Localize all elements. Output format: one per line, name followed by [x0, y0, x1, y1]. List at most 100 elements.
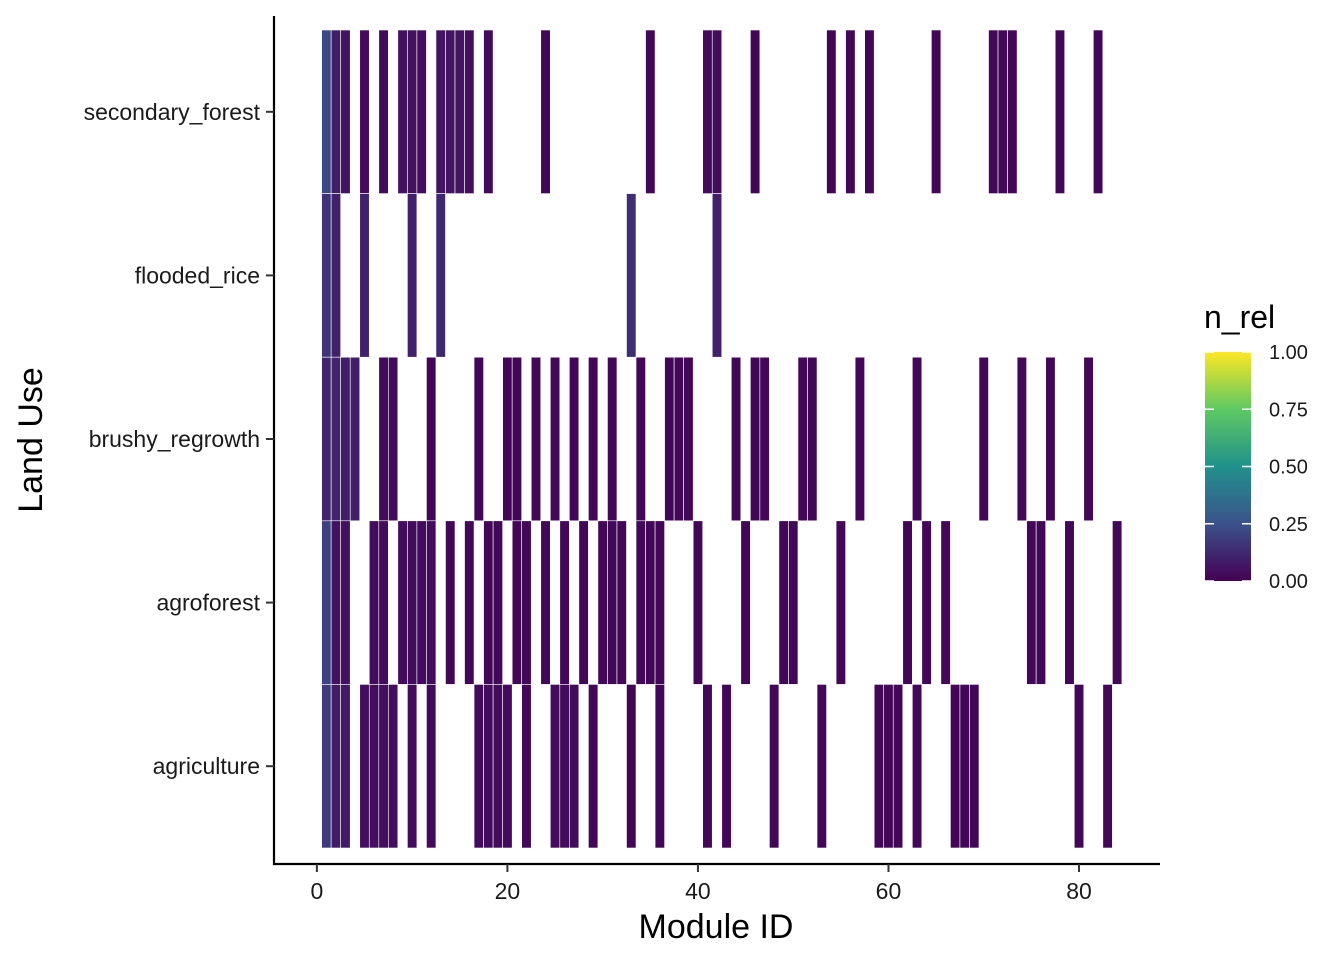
x-axis-title: Module ID: [639, 908, 794, 946]
heatmap-tile: [588, 356, 599, 522]
y-tick-label: brushy_regrowth: [89, 426, 260, 452]
heatmap-tile: [407, 684, 418, 849]
heatmap-tile: [330, 193, 341, 358]
heatmap-tile: [407, 29, 418, 194]
tiles-layer: [321, 29, 1123, 849]
heatmap-tile: [321, 193, 332, 358]
heatmap-tile: [597, 520, 608, 685]
heatmap-tile: [702, 684, 713, 849]
heatmap-tile: [540, 29, 551, 194]
heatmap-tile: [340, 356, 351, 522]
heatmap-tile: [569, 356, 580, 522]
heatmap-tile: [445, 29, 456, 194]
heatmap-tile: [826, 29, 837, 194]
x-tick-label: 0: [310, 878, 323, 904]
heatmap-tile: [435, 193, 446, 358]
heatmap-tile: [426, 684, 437, 849]
heatmap-tile: [454, 29, 465, 194]
heatmap-tile: [483, 520, 494, 685]
heatmap-tile: [1026, 520, 1037, 685]
heatmap-tile: [540, 520, 551, 685]
x-tick-label: 60: [876, 878, 902, 904]
heatmap-tile: [559, 520, 570, 685]
legend-break-label: 0.00: [1269, 571, 1308, 593]
heatmap-tile: [464, 520, 475, 685]
heatmap-tile: [359, 193, 370, 358]
x-ticks: 0 20 40 60 80: [310, 864, 1092, 904]
heatmap-tile: [750, 356, 761, 522]
heatmap-tile: [492, 520, 503, 685]
heatmap-tile: [321, 356, 332, 522]
heatmap-tile: [426, 520, 437, 685]
heatmap-tile: [340, 520, 351, 685]
heatmap-tile: [1035, 520, 1046, 685]
heatmap-tile: [940, 520, 951, 685]
heatmap-tile: [607, 520, 618, 685]
heatmap-tile: [530, 356, 542, 522]
legend-break-label: 0.50: [1269, 457, 1308, 479]
heatmap-tile: [692, 520, 704, 685]
heatmap-tile: [750, 29, 761, 194]
x-tick-label: 20: [495, 878, 521, 904]
heatmap-tile: [426, 356, 437, 522]
heatmap-tile: [330, 29, 341, 194]
heatmap-tile: [873, 684, 885, 849]
heatmap-tile: [378, 520, 389, 685]
heatmap-tile: [702, 29, 713, 194]
heatmap-tile: [654, 684, 665, 849]
legend-break-label: 1.00: [1269, 342, 1308, 364]
heatmap-tile: [483, 684, 494, 849]
heatmap-tile: [626, 193, 637, 358]
heatmap-tile: [492, 684, 503, 849]
heatmap-tile: [359, 684, 370, 849]
heatmap-tile: [502, 684, 513, 849]
heatmap-tile: [740, 520, 751, 685]
heatmap-tile: [378, 684, 389, 849]
heatmap-tile: [883, 684, 894, 849]
heatmap-tile: [988, 29, 999, 194]
heatmap-tile: [797, 356, 808, 522]
heatmap-tile: [549, 356, 561, 522]
heatmap-tile: [1016, 356, 1027, 522]
heatmap-tile: [416, 29, 427, 194]
heatmap-tile: [407, 193, 418, 358]
heatmap-tile: [1054, 29, 1066, 194]
heatmap-tile: [911, 684, 923, 849]
heatmap-tile: [1093, 29, 1104, 194]
y-tick-label: agroforest: [156, 590, 260, 616]
heatmap-tile: [911, 356, 923, 522]
heatmap-tile: [330, 520, 341, 685]
heatmap-tile: [807, 356, 818, 522]
heatmap-tile: [502, 356, 513, 522]
heatmap-tile: [330, 356, 341, 522]
heatmap-tile: [340, 684, 351, 849]
y-tick-label: secondary_forest: [84, 99, 261, 125]
heatmap-tile: [559, 684, 570, 849]
heatmap-tile: [645, 29, 656, 194]
heatmap-tile: [769, 684, 780, 849]
heatmap-tile: [635, 356, 646, 522]
heatmap-tile: [683, 356, 694, 522]
legend-title: n_rel: [1204, 299, 1275, 335]
axes-layer: [272, 16, 1160, 866]
legend: n_rel 0.00 0.25 0.50 0.75 1.00: [1204, 299, 1308, 593]
heatmap-tile: [445, 520, 456, 685]
heatmap-tile: [978, 356, 989, 522]
heatmap-tile: [521, 520, 532, 685]
heatmap-tile: [388, 356, 399, 522]
heatmap-tile: [711, 29, 723, 194]
heatmap-tile: [473, 356, 484, 522]
heatmap-tile: [359, 29, 370, 194]
heatmap-tile: [654, 520, 665, 685]
heatmap-tile: [378, 356, 389, 522]
legend-break-label: 0.25: [1269, 514, 1308, 536]
heatmap-tile: [569, 684, 580, 849]
heatmap-tile: [778, 520, 789, 685]
heatmap-tile: [950, 684, 961, 849]
heatmap-tile: [864, 29, 875, 194]
heatmap-tile: [892, 684, 904, 849]
heatmap-tile: [321, 520, 332, 685]
heatmap-tile: [645, 520, 656, 685]
heatmap-tile: [816, 684, 827, 849]
heatmap-tile: [1073, 684, 1085, 849]
